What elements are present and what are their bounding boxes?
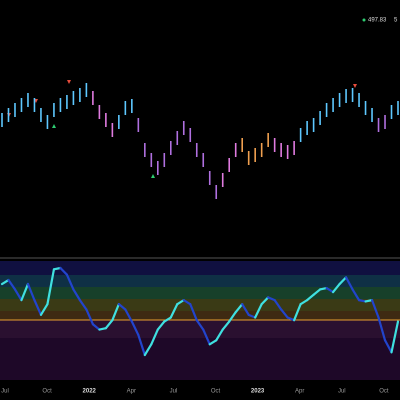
oscillator-segment bbox=[299, 299, 309, 306]
oscillator-segment bbox=[78, 299, 88, 311]
oscillator-segment bbox=[0, 278, 10, 286]
oscillator-segment bbox=[215, 328, 224, 342]
oscillator-segment bbox=[46, 268, 56, 306]
band bbox=[0, 299, 400, 311]
x-tick-label: Jul bbox=[170, 389, 178, 395]
oscillator-segment bbox=[72, 288, 82, 302]
oscillator-segment bbox=[143, 343, 153, 357]
x-tick-label: Oct bbox=[42, 389, 52, 395]
oscillator-segment bbox=[52, 266, 62, 271]
signal-up bbox=[151, 174, 155, 178]
oscillator-segment bbox=[280, 308, 289, 319]
oscillator-segment bbox=[344, 276, 354, 291]
oscillator-segment bbox=[273, 299, 283, 311]
x-tick-label: Jul bbox=[338, 389, 346, 395]
oscillator-segment bbox=[91, 323, 101, 331]
oscillator-segment bbox=[33, 299, 43, 316]
oscillator-segment bbox=[7, 278, 17, 291]
price-label-2: 5 bbox=[394, 18, 398, 24]
oscillator-segment bbox=[85, 308, 94, 326]
x-tick-label: 2022 bbox=[83, 389, 97, 395]
oscillator-segment bbox=[364, 299, 374, 303]
oscillator-segment bbox=[357, 299, 367, 303]
oscillator-segment bbox=[286, 316, 296, 322]
oscillator-bands bbox=[0, 261, 400, 380]
oscillator-segment bbox=[98, 327, 107, 331]
oscillator-segment bbox=[377, 316, 387, 342]
oscillator-segment bbox=[338, 276, 348, 286]
oscillator-segment bbox=[182, 299, 192, 306]
oscillator-segment bbox=[169, 303, 179, 319]
oscillator-segment bbox=[202, 328, 211, 346]
oscillator-segment bbox=[117, 303, 127, 311]
x-tick-label: Oct bbox=[379, 389, 389, 395]
oscillator-segment bbox=[176, 299, 185, 306]
oscillator-segment bbox=[221, 320, 231, 331]
x-tick-label: Jul bbox=[1, 389, 9, 395]
price-label: 497.83 bbox=[368, 18, 387, 24]
oscillator-segment bbox=[137, 333, 146, 357]
oscillator-segment bbox=[318, 286, 328, 291]
oscillator-segment bbox=[370, 299, 380, 319]
x-tick-label: Oct bbox=[211, 389, 221, 395]
oscillator-segment bbox=[208, 339, 218, 346]
oscillator-segment bbox=[195, 319, 205, 331]
oscillator-segment bbox=[260, 296, 270, 306]
oscillator-segment bbox=[234, 303, 244, 314]
band bbox=[0, 311, 400, 320]
oscillator-segment bbox=[189, 303, 198, 322]
oscillator-segment bbox=[254, 303, 263, 319]
oscillator-segment bbox=[150, 328, 159, 346]
oscillator-segment bbox=[306, 293, 315, 302]
oscillator-segment bbox=[228, 311, 237, 323]
band bbox=[0, 275, 400, 287]
oscillator-segment bbox=[130, 320, 140, 337]
oscillator-segment bbox=[26, 282, 36, 302]
band bbox=[0, 261, 400, 275]
oscillator-segment bbox=[390, 320, 400, 354]
oscillator-segment bbox=[20, 282, 30, 302]
oscillator-segment bbox=[325, 286, 335, 294]
oscillator-segment bbox=[156, 320, 166, 331]
oscillator-segment bbox=[163, 316, 172, 323]
oscillator-segment bbox=[59, 266, 69, 276]
signal-down bbox=[67, 80, 71, 84]
x-tick-label: Apr bbox=[127, 389, 136, 395]
x-tick-label: 2023 bbox=[251, 389, 265, 395]
oscillator-segment bbox=[293, 303, 302, 322]
oscillator-segment bbox=[312, 288, 322, 296]
oscillator-segment bbox=[124, 308, 133, 323]
oscillator-segment bbox=[104, 319, 114, 330]
oscillator-segment bbox=[383, 339, 393, 354]
oscillator-segment bbox=[65, 273, 75, 291]
signal-down bbox=[353, 84, 357, 88]
oscillator-segment bbox=[247, 313, 257, 319]
band bbox=[0, 338, 400, 380]
band bbox=[0, 320, 400, 338]
price-dot bbox=[362, 18, 366, 22]
oscillator-segment bbox=[111, 303, 120, 322]
oscillator-segment bbox=[13, 288, 23, 302]
oscillator-segment bbox=[267, 296, 276, 302]
oscillator-segment bbox=[241, 303, 250, 316]
band bbox=[0, 287, 400, 299]
x-tick-label: Apr bbox=[295, 389, 304, 395]
signal-up bbox=[52, 124, 56, 128]
oscillator-segment bbox=[351, 288, 361, 302]
oscillator-segment bbox=[331, 282, 341, 294]
oscillator-segment bbox=[39, 303, 49, 316]
